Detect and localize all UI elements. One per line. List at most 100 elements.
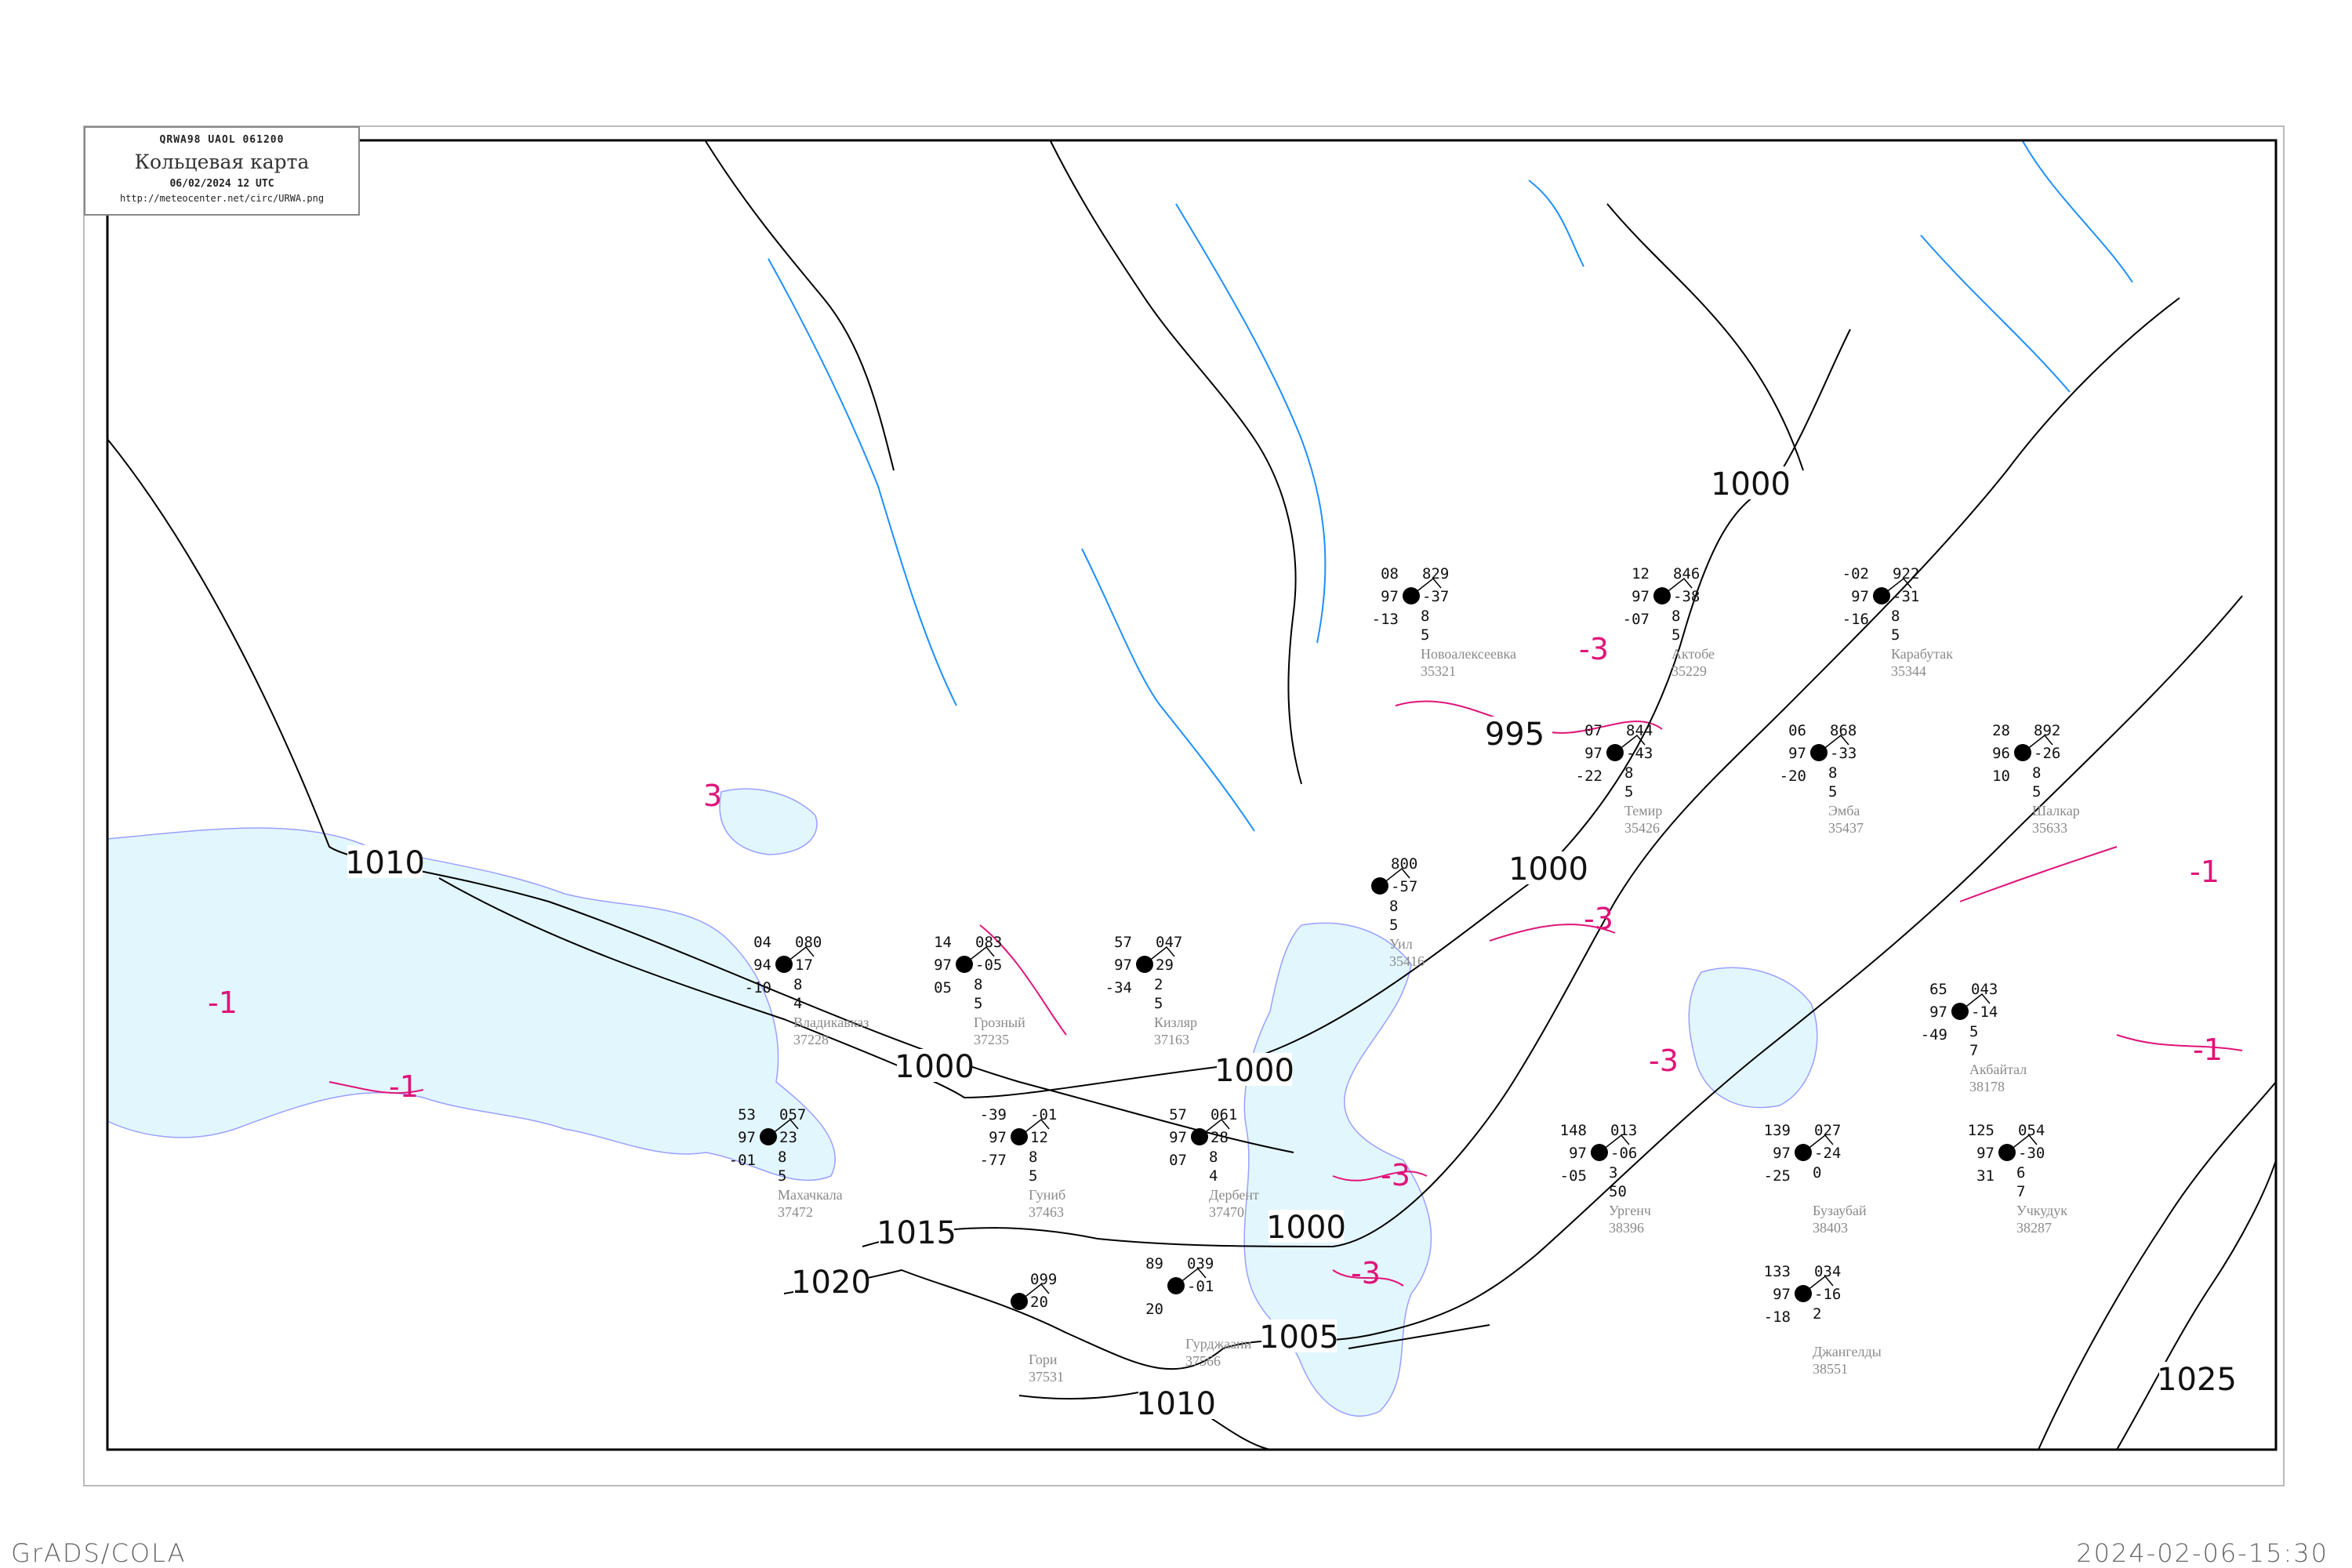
source-url[interactable]: http://meteocenter.net/circ/URWA.png xyxy=(119,193,325,204)
wind-barb-icon xyxy=(1614,734,1646,753)
station-tendency: -26 xyxy=(2034,745,2060,762)
station-pressure: 892 xyxy=(2034,722,2060,739)
station-plots: 0897-13829-3785Новоалексеевка353211297-0… xyxy=(729,565,2080,1385)
station-name: Эмба xyxy=(1828,803,1860,818)
station-plot[interactable]: 14 97 05 083 -05 8 5 Грозный 37235 xyxy=(934,934,1025,1047)
station-tendency: -37 xyxy=(1422,588,1449,605)
wind-barb-icon xyxy=(964,946,995,965)
station-plot[interactable]: 139 97 -25 027 -24 0 Бузаубай 38403 xyxy=(1764,1122,1867,1236)
wind-barb-icon xyxy=(1599,1134,1630,1153)
station-low-cloud: 5 xyxy=(1891,626,1900,644)
station-id: 38178 xyxy=(1969,1079,2005,1094)
station-visibility: 97 xyxy=(1788,745,1806,762)
isobar-label-bg xyxy=(793,1265,869,1298)
station-id: 35416 xyxy=(1389,953,1425,969)
station-name: Темир xyxy=(1624,803,1662,818)
station-plot[interactable]: 148 97 -05 013 -06 3 50 Ургенч 38396 xyxy=(1560,1122,1651,1236)
station-name: Джангелды xyxy=(1813,1344,1882,1359)
isotherm-label: 3 xyxy=(703,779,722,813)
black-sea xyxy=(107,827,836,1181)
station-id: 38551 xyxy=(1813,1361,1848,1377)
station-id: 35321 xyxy=(1421,663,1456,679)
station-visibility: 97 xyxy=(1169,1129,1187,1146)
isobar-label-bg xyxy=(1138,1386,1214,1419)
station-tendency: 28 xyxy=(1210,1129,1229,1146)
station-pressure: 080 xyxy=(795,934,822,951)
station-temperature: 06 xyxy=(1788,722,1806,739)
station-tendency: -24 xyxy=(1814,1145,1841,1162)
station-temperature: 125 xyxy=(1968,1122,1994,1139)
station-tendency: -43 xyxy=(1626,745,1653,762)
station-pressure: 800 xyxy=(1391,855,1417,873)
station-dewpoint: -18 xyxy=(1764,1308,1791,1326)
isobar-label-bg xyxy=(1269,1210,1344,1243)
station-visibility: 97 xyxy=(1773,1145,1791,1162)
station-low-cloud: 4 xyxy=(793,995,802,1012)
station-low-cloud: 5 xyxy=(1029,1167,1037,1185)
station-plot[interactable]: 57 97 -34 047 29 2 5 Кизляр 37163 xyxy=(1105,934,1197,1047)
isobar-label: 1010 xyxy=(345,845,425,881)
station-tendency: -16 xyxy=(1814,1286,1841,1303)
station-cloud-amount: 8 xyxy=(1209,1149,1218,1166)
isobar-label: 1000 xyxy=(895,1049,975,1085)
station-plot[interactable]: 133 97 -18 034 -16 2 Джангелды 38551 xyxy=(1764,1263,1882,1377)
station-id: 35229 xyxy=(1671,663,1707,679)
station-temperature: 53 xyxy=(738,1106,756,1123)
station-pressure: 027 xyxy=(1814,1122,1841,1139)
station-plot[interactable]: 125 97 31 054 -30 6 7 Учкудук 38287 xyxy=(1968,1122,2068,1236)
station-dewpoint: 31 xyxy=(1976,1167,1994,1185)
station-cloud-amount: 8 xyxy=(1421,608,1429,625)
wind-barb-icon xyxy=(1881,577,1912,597)
station-name: Гори xyxy=(1029,1352,1058,1367)
wind-barb-icon xyxy=(1175,1267,1207,1287)
station-low-cloud: 5 xyxy=(1421,626,1429,644)
station-dewpoint: -20 xyxy=(1780,768,1806,785)
station-plot[interactable]: 07 97 -22 844 -43 85 Темир 35426 xyxy=(1576,722,1663,836)
station-plot[interactable]: 28 96 10 892 -26 85 Шалкар 35633 xyxy=(1992,722,2080,836)
station-name: Акбайтал xyxy=(1969,1062,2027,1077)
station-pressure: 083 xyxy=(975,934,1002,951)
station-name: Новоалексеевка xyxy=(1421,646,1516,662)
isobar-label: 1020 xyxy=(791,1265,871,1301)
lake-balkhash xyxy=(1528,180,1584,267)
station-pressure: 013 xyxy=(1610,1122,1637,1139)
station-name: Кизляр xyxy=(1154,1014,1197,1030)
station-temperature: -39 xyxy=(980,1106,1007,1123)
station-dewpoint: -01 xyxy=(729,1152,756,1169)
station-visibility: 97 xyxy=(1773,1286,1791,1303)
station-plot[interactable]: 06 97 -20 868 -33 85 Эмба 35437 xyxy=(1780,722,1864,836)
wind-barb-icon xyxy=(1818,734,1849,753)
station-plot[interactable]: 04 94 -10 080 17 8 4 Владикавказ 37228 xyxy=(745,934,869,1047)
station-name: Ургенч xyxy=(1609,1203,1651,1218)
map-frame xyxy=(106,139,2278,1451)
station-id: 35437 xyxy=(1828,820,1864,836)
station-name: Бузаубай xyxy=(1813,1203,1867,1218)
station-low-cloud: 5 xyxy=(778,1167,786,1185)
station-pressure: 922 xyxy=(1893,565,1919,583)
station-dewpoint: -49 xyxy=(1921,1026,1947,1044)
station-id: 37470 xyxy=(1209,1204,1244,1220)
isotherm-label: -3 xyxy=(1351,1256,1381,1290)
wind-barb-icon xyxy=(1410,577,1442,597)
station-tendency: -33 xyxy=(1830,745,1857,762)
station-plot[interactable]: 099 20 Гори 37531 xyxy=(1011,1271,1064,1385)
station-visibility: 97 xyxy=(1569,1145,1587,1162)
isobar-label: 1005 xyxy=(1259,1319,1339,1356)
station-tendency: 29 xyxy=(1156,956,1174,974)
station-plot[interactable]: 65 97 -49 043 -14 5 7 Акбайтал 38178 xyxy=(1921,981,2027,1094)
station-temperature: 57 xyxy=(1114,934,1132,951)
isobar-label: 1000 xyxy=(1711,466,1791,503)
station-dewpoint: -13 xyxy=(1372,611,1399,628)
station-visibility: 94 xyxy=(753,956,771,974)
isobar-label: 1015 xyxy=(877,1215,956,1251)
station-cloud-amount: 2 xyxy=(1154,976,1163,993)
